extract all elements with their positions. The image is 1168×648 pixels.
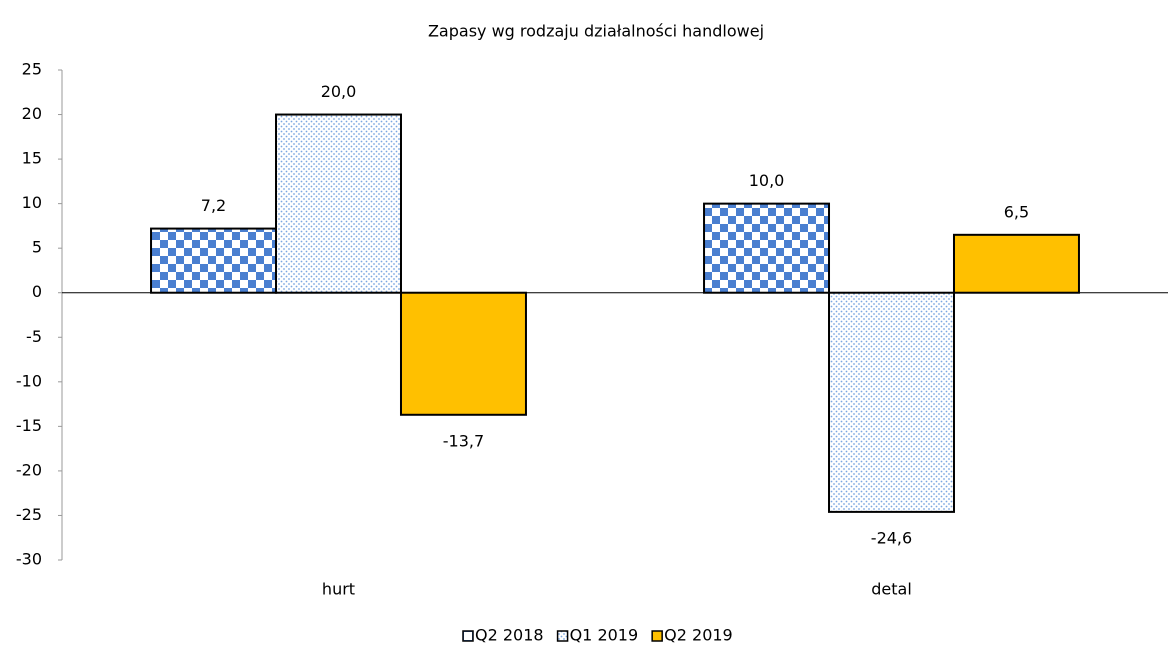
y-tick-label: 0	[32, 282, 42, 301]
legend-label: Q1 2019	[570, 626, 639, 645]
bar	[150, 227, 278, 294]
legend-swatch	[556, 630, 569, 642]
chart-title: Zapasy wg rodzaju działalności handlowej	[428, 22, 764, 41]
value-label: 20,0	[321, 82, 357, 101]
legend-swatch	[462, 630, 474, 642]
y-tick-label: 20	[22, 104, 42, 123]
y-tick-label: -30	[16, 550, 42, 569]
y-tick-label: -20	[16, 460, 42, 479]
value-label: 10,0	[749, 171, 785, 190]
legend-swatch	[651, 630, 663, 642]
bar	[399, 291, 527, 416]
bar	[275, 113, 402, 294]
bar	[828, 291, 955, 513]
value-label: 6,5	[1004, 202, 1029, 221]
bar	[952, 233, 1080, 294]
y-tick-label: -10	[16, 371, 42, 390]
x-tick-label: detal	[871, 580, 912, 599]
y-tick-label: 5	[32, 238, 42, 257]
value-label: 7,2	[201, 196, 226, 215]
y-tick-label: -15	[16, 416, 42, 435]
bar	[703, 202, 831, 294]
y-tick-label: 15	[22, 149, 42, 168]
x-tick-label: hurt	[322, 580, 355, 599]
value-label: -13,7	[443, 431, 484, 450]
value-label: -24,6	[871, 528, 912, 547]
y-tick-label: -25	[16, 505, 42, 524]
y-tick-label: 10	[22, 193, 42, 212]
y-tick-label: -5	[26, 327, 42, 346]
y-tick-label: 25	[22, 60, 42, 79]
legend-label: Q2 2018	[475, 626, 544, 645]
legend-label: Q2 2019	[664, 626, 733, 645]
